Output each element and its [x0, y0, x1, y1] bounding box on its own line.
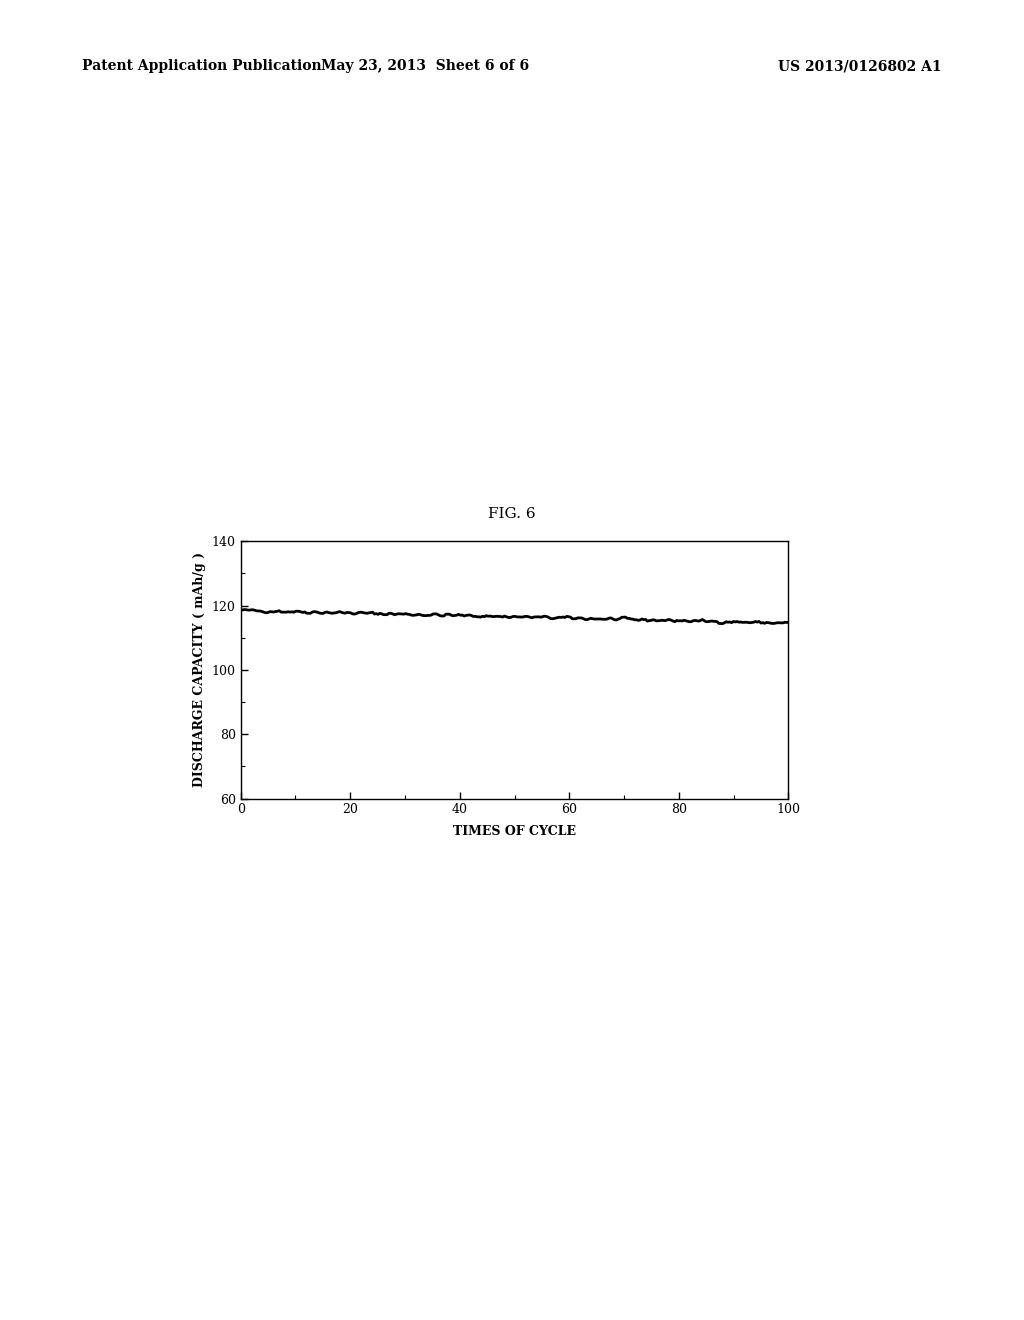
Text: May 23, 2013  Sheet 6 of 6: May 23, 2013 Sheet 6 of 6: [321, 59, 529, 74]
Text: FIG. 6: FIG. 6: [488, 507, 536, 521]
Text: Patent Application Publication: Patent Application Publication: [82, 59, 322, 74]
Y-axis label: DISCHARGE CAPACITY ( mAh/g ): DISCHARGE CAPACITY ( mAh/g ): [194, 552, 206, 788]
Text: US 2013/0126802 A1: US 2013/0126802 A1: [778, 59, 942, 74]
X-axis label: TIMES OF CYCLE: TIMES OF CYCLE: [453, 825, 577, 838]
